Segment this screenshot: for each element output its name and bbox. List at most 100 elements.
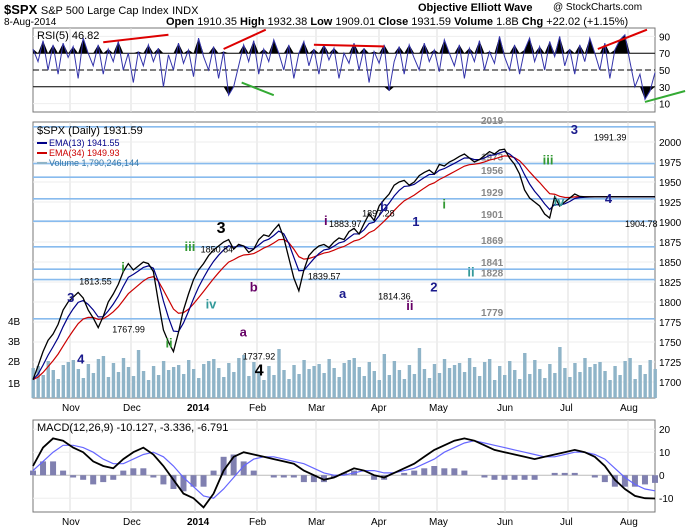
price-tick-label: 2000 [659,138,682,149]
rsi-tick-label: 50 [659,66,671,77]
credit: @ StockCharts.com [553,2,643,13]
volume-tick-label: 2B [8,357,21,368]
volume-bar [31,368,35,398]
macd-histogram-bar [290,475,297,478]
date: 8-Aug-2014 [4,17,57,28]
volume-bar [217,368,221,398]
macd-x-tick-label: May [429,517,448,528]
volume-bar [392,361,397,398]
volume-bar [447,368,452,398]
high-value: 1932.38 [267,16,308,28]
volume-bar [608,380,612,398]
volume-bar [136,350,141,398]
volume-bar [568,377,572,398]
volume-bar [523,353,527,398]
price-tick-label: 1850 [659,258,682,269]
volume-bar [106,377,111,398]
wave-label: ii [406,298,413,313]
wave-label: 3 [571,122,578,137]
volume-value: 1.8B [496,16,519,28]
volume-bar [197,378,201,398]
volume-bar [533,360,537,398]
volume-tick-label: 1B [8,379,21,390]
price-point-label: 1883.97 [329,219,362,229]
macd-histogram-bar [371,475,378,480]
volume-bar [558,347,562,398]
volume-bar [417,348,422,398]
volume-bar [171,367,176,398]
price-tick-label: 1925 [659,198,682,209]
price-point-label: 1813.55 [79,276,112,286]
price-panel: 1700 1725 1750 1775 1800 1825 1850 1875 1900 1925… [8,116,682,414]
volume-bar [161,361,166,398]
price-tick-label: 1975 [659,158,682,169]
macd-histogram-bar [481,475,488,478]
price-title: $SPX (Daily) 1931.59 [37,125,143,137]
macd-histogram-bar [501,475,508,480]
volume-bar [618,375,622,398]
price-point-label: 1839.57 [308,272,341,282]
macd-histogram-bar [591,475,598,478]
level-label: 1901 [481,210,504,221]
volume-bar [192,369,196,398]
macd-x-tick-label: Feb [249,517,267,528]
volume-bar [598,362,602,398]
volume-bar [86,364,91,398]
macd-histogram-bar [531,475,538,480]
volume-bar [508,361,512,398]
volume-bar [387,375,392,398]
volume-bar [56,379,60,398]
volume-bar [402,379,407,398]
volume-bar [578,372,582,398]
volume-bar [187,360,191,398]
macd-histogram-bar [150,475,157,478]
volume-bar [141,371,146,398]
volume-bar [292,365,296,398]
macd-histogram-bar [411,470,418,476]
price-tick-label: 1700 [659,378,682,389]
volume-bar [593,364,597,398]
volume-bar [71,360,76,398]
ema34-line [32,155,656,381]
volume-bar [623,361,627,398]
price-tick-label: 1775 [659,318,682,329]
volume-bar [573,363,577,398]
price-tick-label: 1950 [659,178,682,189]
macd-histogram-bar [300,475,307,483]
volume-bar [227,363,231,398]
volume-bar [407,365,412,398]
volume-bar [257,371,261,398]
volume-bar [422,369,427,398]
volume-bar [427,378,432,398]
macd-x-tick-label: Dec [123,517,141,528]
change-value: +22.02 (+1.15%) [546,16,629,28]
macd-histogram-bar [100,475,107,483]
rsi-label: RSI(5) 46.82 [37,30,99,42]
volume-bar [121,358,126,398]
level-label: 2019 [481,116,504,127]
exchange: INDX [172,5,199,17]
macd-line [32,437,656,509]
macd-histogram-bar [401,472,408,476]
volume-bar [317,364,321,398]
macd-panel: -10 0 10 20 MACD(12,26,9) -10.127, -3.336, -… [30,419,674,528]
price-point-label: 1850.84 [201,244,234,254]
wave-label: 4 [255,363,264,380]
volume-bar [131,376,136,398]
volume-bar [513,370,517,398]
wave-label: a [240,324,248,339]
rsi-overbought-fill [33,34,655,54]
price-tick-label: 1800 [659,298,682,309]
macd-histogram-bar [240,461,247,476]
rsi-line [32,33,656,101]
ema13-line [32,150,656,381]
volume-bar [207,361,211,398]
price-frame [32,121,656,399]
volume-bar [462,372,467,398]
macd-histogram-bar [461,470,468,476]
macd-x-tick-label: Nov [62,517,80,528]
macd-histogram-bar [561,472,568,476]
rsi-tick-label: 70 [659,49,671,60]
macd-histogram-bar [60,470,67,476]
